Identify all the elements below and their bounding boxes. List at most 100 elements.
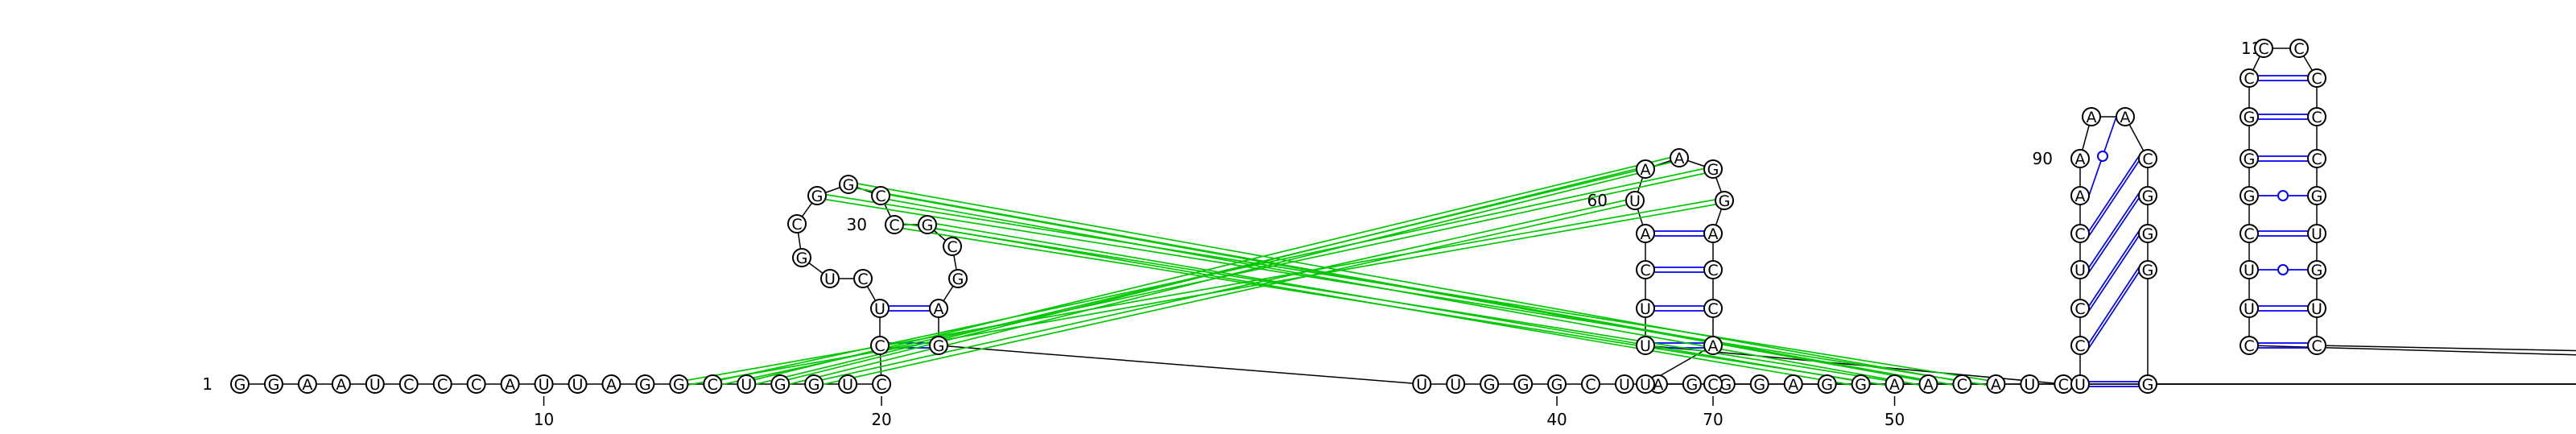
nucleotide-letter: C bbox=[875, 188, 886, 205]
nucleotide-circle bbox=[1636, 159, 1655, 179]
nucleotide-91: A bbox=[2082, 107, 2101, 126]
nucleotide-64: G bbox=[1715, 191, 1734, 210]
nucleotide-letter: G bbox=[952, 271, 964, 288]
nucleotide-circle bbox=[1851, 374, 1871, 394]
nucleotide-letter: G bbox=[2142, 225, 2154, 243]
nucleotide-circle bbox=[1885, 374, 1905, 394]
nucleotide-108: C bbox=[2240, 68, 2259, 88]
nucleotide-circle bbox=[1636, 224, 1655, 243]
pseudoknot-pair-line bbox=[894, 221, 1895, 382]
nucleotide-61: A bbox=[1636, 159, 1655, 179]
nucleotide-circle bbox=[853, 269, 873, 288]
nucleotide-letter: C bbox=[1957, 376, 1967, 394]
nucleotide-circle bbox=[1986, 374, 2006, 394]
nucleotide-circle bbox=[2240, 68, 2259, 88]
nucleotide-106: G bbox=[2240, 149, 2259, 168]
nucleotide-letter: G bbox=[639, 376, 651, 394]
nucleotide-letter: G bbox=[2244, 151, 2256, 168]
nucleotide-circle bbox=[929, 336, 948, 355]
nucleotide-circle bbox=[2240, 224, 2259, 243]
position-tick-layer: 1102030405060708090100110120122 bbox=[202, 39, 2272, 429]
nucleotide-letter: U bbox=[539, 376, 550, 394]
nucleotide-circle bbox=[568, 374, 588, 394]
nucleotide-circle bbox=[2082, 107, 2101, 126]
nucleotide-90: A bbox=[2070, 149, 2090, 168]
nucleotide-22: U bbox=[870, 299, 890, 318]
nucleotide-3: A bbox=[297, 374, 317, 394]
position-label: 50 bbox=[1885, 410, 1905, 429]
pseudoknot-pair-line bbox=[894, 226, 1895, 387]
pseudoknot-pair-line bbox=[848, 181, 1963, 382]
nucleotide-circle bbox=[918, 215, 937, 234]
nucleotide-letter: U bbox=[824, 271, 836, 288]
nucleotide-37: U bbox=[1446, 374, 1466, 394]
nucleotide-circle bbox=[1636, 299, 1655, 318]
pseudoknot-layer bbox=[679, 155, 1996, 387]
nucleotide-letter: A bbox=[934, 300, 944, 318]
nucleotide-67: C bbox=[1703, 299, 1723, 318]
nucleotide-letter: C bbox=[2311, 151, 2322, 168]
nucleotide-29: C bbox=[871, 186, 890, 205]
position-label: 10 bbox=[534, 410, 554, 429]
nucleotide-circle bbox=[1513, 374, 1534, 394]
nucleotide-letter: U bbox=[2024, 376, 2035, 394]
nucleotide-circle bbox=[1918, 374, 1938, 394]
nucleotide-letter: G bbox=[1484, 376, 1496, 394]
nucleotide-letter: A bbox=[1653, 376, 1663, 394]
nucleotide-19: U bbox=[838, 374, 858, 394]
nucleotide-letter: C bbox=[708, 376, 718, 394]
nucleotide-letter: C bbox=[2311, 337, 2322, 355]
nucleotide-circle bbox=[2020, 374, 2040, 394]
nucleotide-31: G bbox=[918, 215, 937, 234]
nucleotide-circle bbox=[2307, 299, 2326, 318]
nucleotide-circle bbox=[1670, 148, 1689, 167]
nucleotide-circle bbox=[2138, 186, 2157, 205]
nucleotide-letter: G bbox=[1855, 376, 1867, 394]
nucleotide-21: C bbox=[870, 336, 890, 355]
nucleotide-letter: G bbox=[2244, 188, 2256, 205]
nucleotide-circle bbox=[365, 374, 385, 394]
nucleotide-circle bbox=[804, 374, 824, 394]
nucleotide-letter: A bbox=[1889, 376, 1900, 394]
nucleotide-circle bbox=[2070, 186, 2090, 205]
nucleotide-105: G bbox=[2240, 186, 2259, 205]
nucleotide-circle bbox=[2307, 107, 2326, 126]
nucleotide-2: G bbox=[263, 374, 283, 394]
nucleotide-letter: C bbox=[2142, 151, 2153, 168]
nucleotide-letter: U bbox=[874, 300, 886, 318]
base-pair-line bbox=[2088, 230, 2140, 307]
position-label: 1 bbox=[202, 374, 213, 394]
nucleotide-104: C bbox=[2240, 224, 2259, 243]
nucleotide-53: A bbox=[1986, 374, 2006, 394]
nucleotide-letter: C bbox=[1640, 262, 1650, 279]
nucleotide-circle bbox=[635, 374, 655, 394]
nucleotide-96: G bbox=[2138, 260, 2157, 279]
nucleotide-letter: C bbox=[2058, 376, 2069, 394]
nucleotide-letter: A bbox=[1708, 225, 1719, 243]
base-pair-line bbox=[2088, 267, 2140, 344]
nucleotide-circle bbox=[263, 374, 283, 394]
nucleotide-letter: G bbox=[2244, 109, 2256, 126]
nucleotide-47: A bbox=[1783, 374, 1803, 394]
nucleotide-letter: C bbox=[876, 376, 886, 394]
nucleotide-circle bbox=[2240, 107, 2259, 126]
nucleotide-46: G bbox=[1749, 374, 1769, 394]
nucleotide-6: C bbox=[398, 374, 419, 394]
nucleotide-16: U bbox=[737, 374, 757, 394]
nucleotide-letter: U bbox=[1640, 376, 1651, 394]
nucleotide-circle bbox=[432, 374, 452, 394]
nucleotide-51: A bbox=[1918, 374, 1938, 394]
nucleotide-circle bbox=[1480, 374, 1500, 394]
nucleotide-letter: C bbox=[2074, 337, 2085, 355]
nucleotide-letter: U bbox=[2244, 262, 2255, 279]
nucleotide-letter: U bbox=[369, 376, 381, 394]
nucleotide-circle bbox=[1636, 374, 1655, 394]
base-pair-line bbox=[2088, 155, 2140, 232]
gu-pair-dot bbox=[2277, 190, 2289, 201]
nucleotide-68: A bbox=[1703, 336, 1723, 355]
nucleotide-110: C bbox=[2289, 39, 2309, 58]
nucleotide-94: G bbox=[2138, 186, 2157, 205]
nucleotide-20: C bbox=[872, 374, 892, 394]
nucleotide-34: A bbox=[929, 299, 948, 318]
nucleotide-letter: G bbox=[796, 250, 808, 267]
